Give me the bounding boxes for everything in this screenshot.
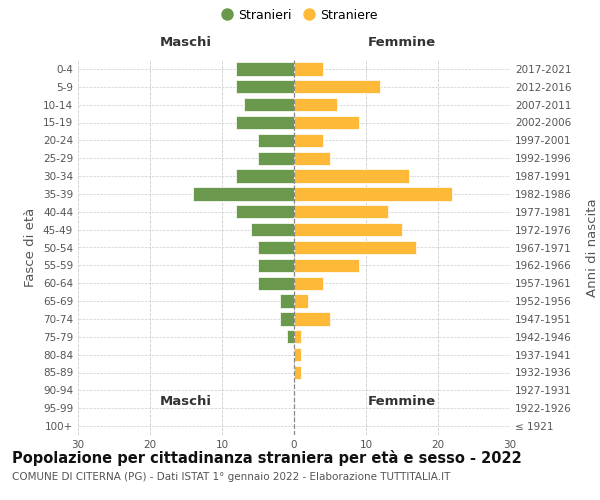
Bar bbox=[294, 294, 308, 308]
Bar bbox=[294, 187, 452, 200]
Bar bbox=[280, 294, 294, 308]
Bar bbox=[236, 170, 294, 183]
Legend: Stranieri, Straniere: Stranieri, Straniere bbox=[220, 6, 380, 24]
Bar bbox=[294, 312, 330, 326]
Bar bbox=[280, 312, 294, 326]
Bar bbox=[294, 170, 409, 183]
Bar bbox=[258, 241, 294, 254]
Bar bbox=[294, 366, 301, 379]
Bar bbox=[294, 134, 323, 147]
Bar bbox=[236, 80, 294, 94]
Bar bbox=[294, 223, 402, 236]
Bar bbox=[193, 187, 294, 200]
Bar bbox=[294, 62, 323, 76]
Bar bbox=[294, 116, 359, 129]
Text: Maschi: Maschi bbox=[160, 395, 212, 408]
Bar bbox=[294, 330, 301, 344]
Bar bbox=[236, 116, 294, 129]
Bar bbox=[294, 258, 359, 272]
Bar bbox=[287, 330, 294, 344]
Bar bbox=[244, 98, 294, 112]
Text: Femmine: Femmine bbox=[368, 395, 436, 408]
Text: Femmine: Femmine bbox=[368, 36, 436, 49]
Bar bbox=[294, 98, 337, 112]
Text: COMUNE DI CITERNA (PG) - Dati ISTAT 1° gennaio 2022 - Elaborazione TUTTITALIA.IT: COMUNE DI CITERNA (PG) - Dati ISTAT 1° g… bbox=[12, 472, 451, 482]
Bar bbox=[294, 152, 330, 165]
Bar bbox=[236, 205, 294, 218]
Y-axis label: Anni di nascita: Anni di nascita bbox=[586, 198, 599, 297]
Bar bbox=[294, 276, 323, 290]
Text: Popolazione per cittadinanza straniera per età e sesso - 2022: Popolazione per cittadinanza straniera p… bbox=[12, 450, 522, 466]
Bar bbox=[294, 348, 301, 362]
Bar bbox=[258, 258, 294, 272]
Bar bbox=[294, 205, 388, 218]
Bar bbox=[236, 62, 294, 76]
Bar bbox=[294, 241, 416, 254]
Bar bbox=[294, 80, 380, 94]
Bar bbox=[258, 134, 294, 147]
Bar bbox=[258, 276, 294, 290]
Text: Maschi: Maschi bbox=[160, 36, 212, 49]
Bar bbox=[251, 223, 294, 236]
Bar bbox=[258, 152, 294, 165]
Y-axis label: Fasce di età: Fasce di età bbox=[25, 208, 37, 287]
